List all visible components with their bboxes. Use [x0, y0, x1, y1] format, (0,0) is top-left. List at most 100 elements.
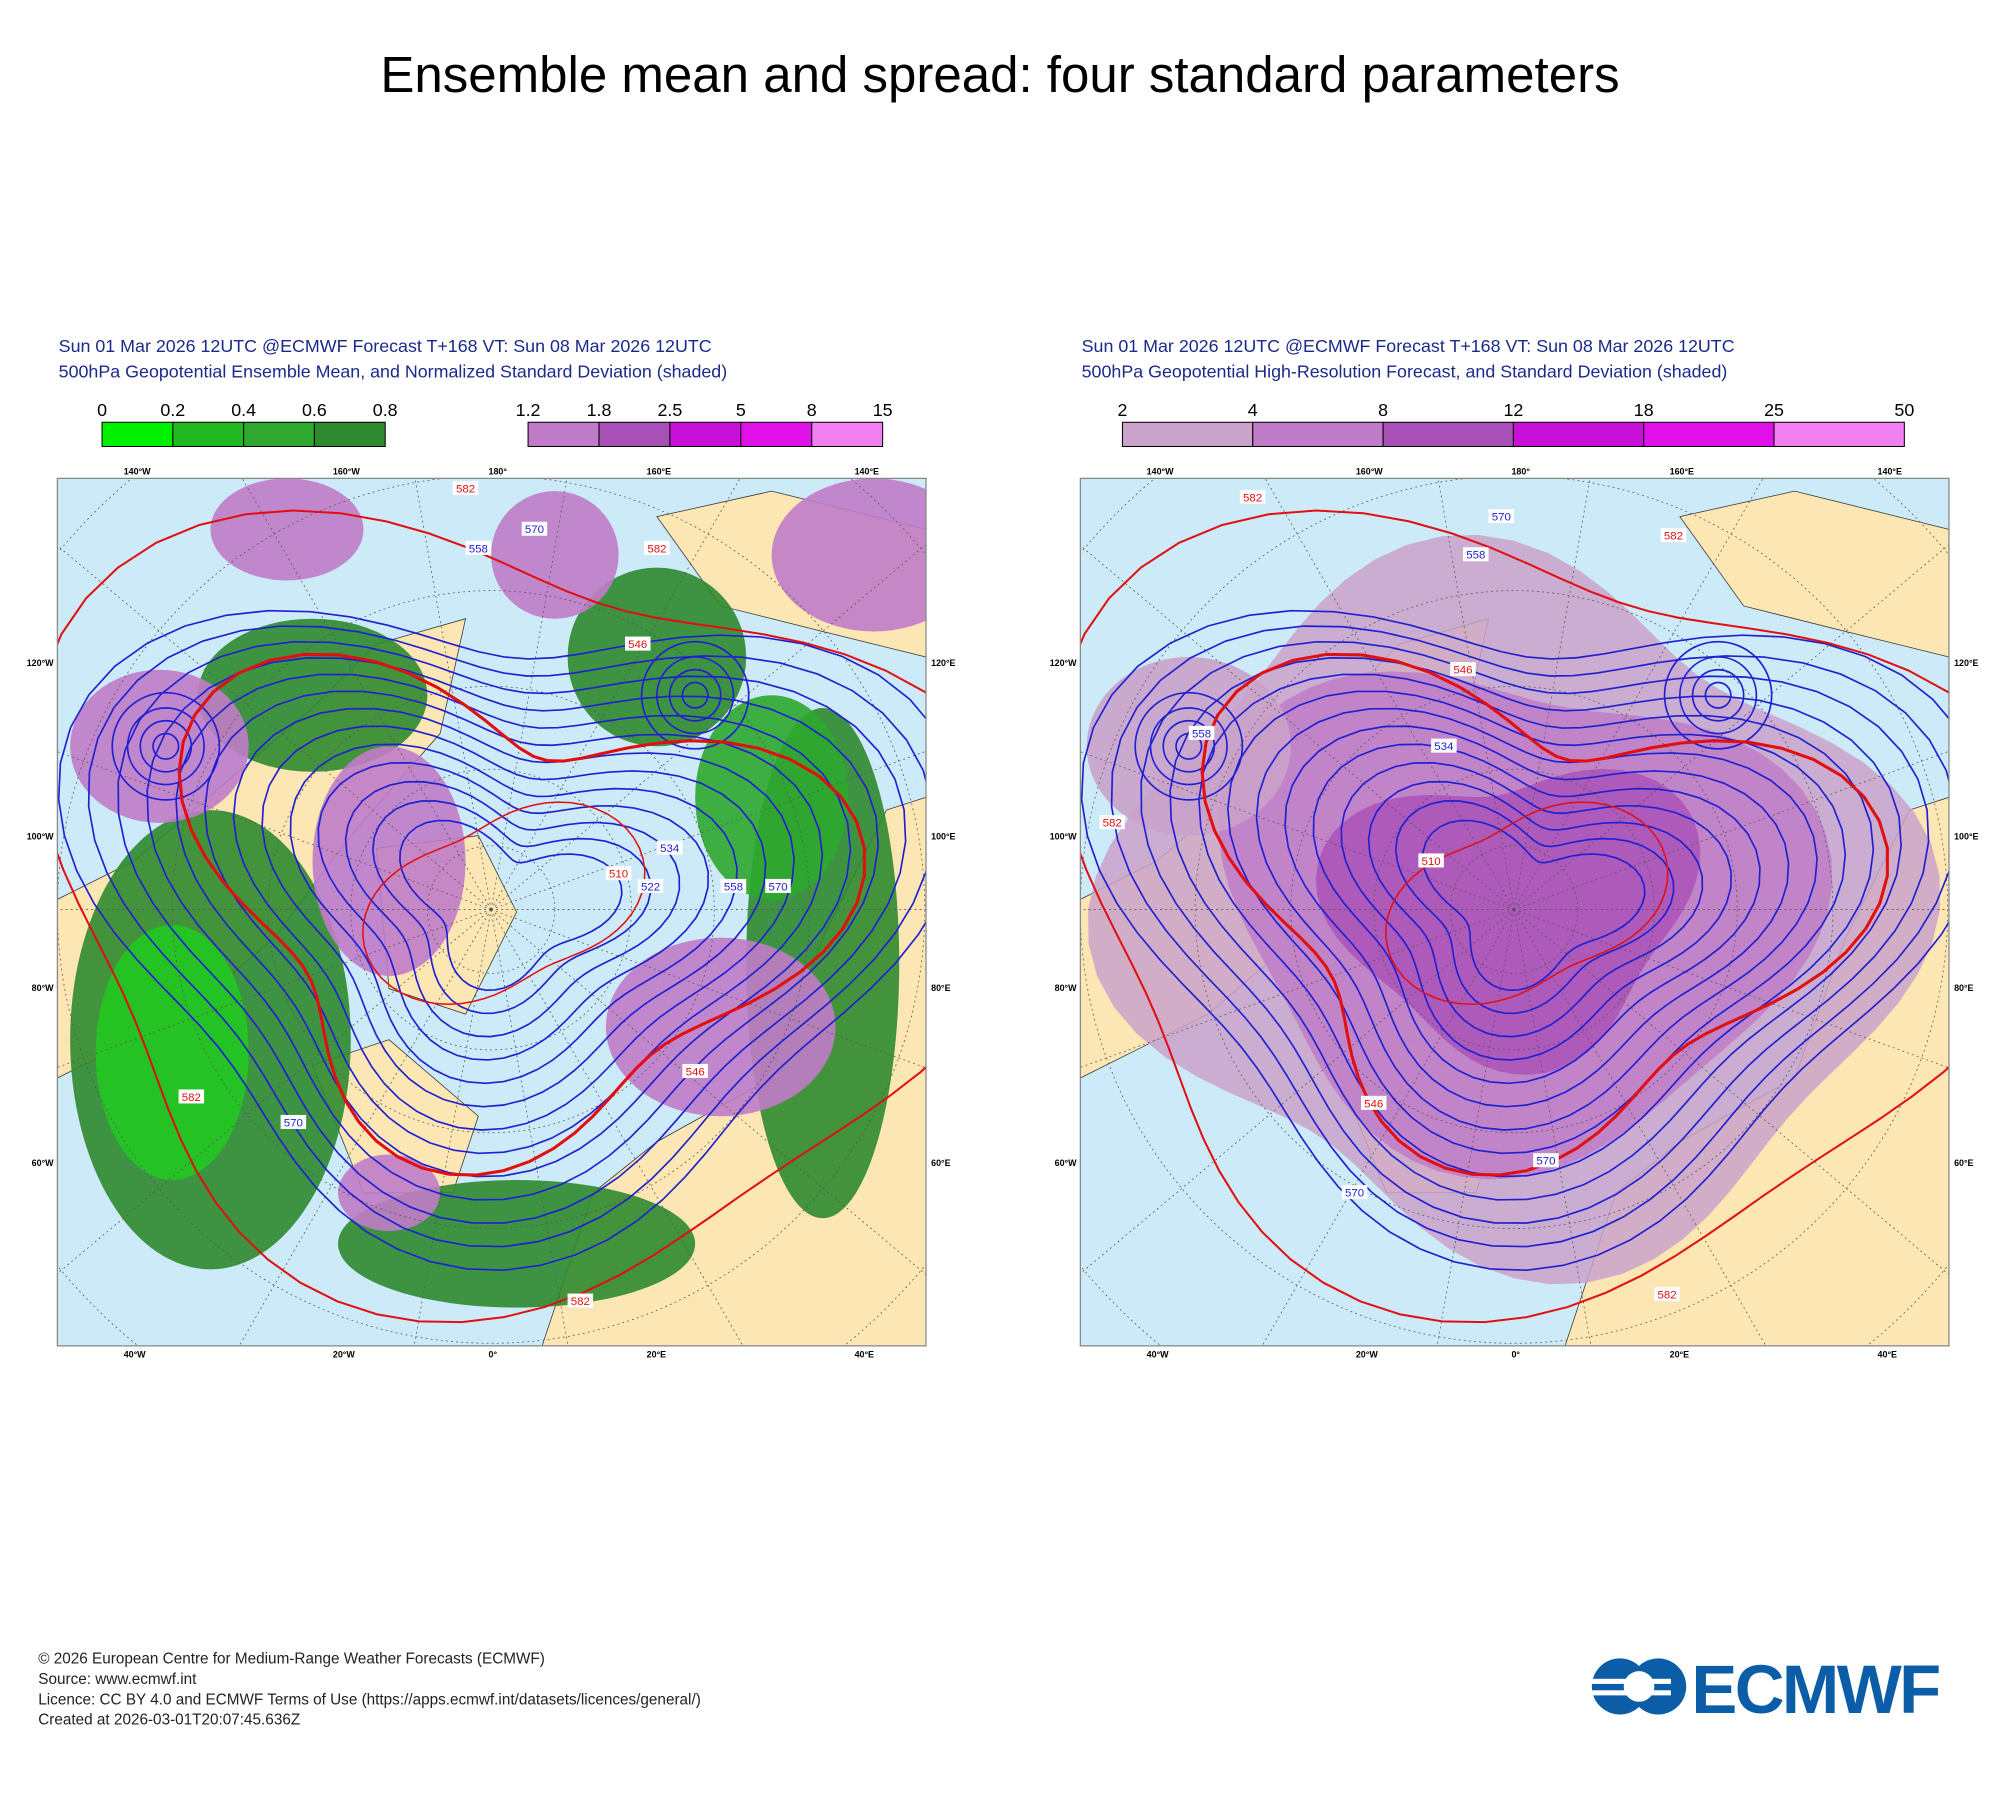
graticule [57, 909, 492, 1068]
logo-text: ECMWF [1691, 1651, 1939, 1728]
lon-label: 60°W [32, 1158, 54, 1168]
contour [146, 657, 880, 1201]
contour-label: 582 [647, 543, 666, 555]
lon-label: 0° [489, 1349, 498, 1359]
contour-label: 570 [284, 1117, 303, 1129]
lon-label: 20°E [647, 1349, 666, 1359]
graticule [1513, 544, 1949, 910]
contour-label-bg [765, 878, 791, 893]
logo-icon [1591, 1690, 1671, 1696]
contour-label: 558 [469, 543, 488, 555]
colorbar-segment [101, 421, 174, 448]
contour-label: 510 [609, 869, 628, 881]
graticule [1513, 909, 1767, 1346]
land [1679, 490, 1949, 658]
panel-header: 500hPa Geopotential High-Resolution Fore… [1082, 362, 1728, 382]
contour-label-bg [1188, 725, 1215, 740]
lon-label: 80°E [1954, 983, 1973, 993]
lon-label: 160°E [1670, 467, 1694, 477]
contour-label-bg [625, 636, 651, 651]
lon-label: 40°W [124, 1349, 146, 1359]
contour-label-bg [280, 1114, 307, 1129]
contour [1312, 743, 1761, 1085]
graticule [1080, 545, 1515, 910]
panel-header: Sun 01 Mar 2026 12UTC @ECMWF Forecast T+… [59, 336, 712, 356]
graticule [267, 685, 715, 1134]
lon-label: 80°W [32, 983, 54, 993]
colorbar-label: 0.4 [231, 400, 256, 420]
contour [1704, 681, 1732, 709]
contour [681, 681, 709, 709]
contour [399, 819, 623, 992]
colorbar-label: 15 [873, 400, 893, 420]
graticule [1513, 478, 1764, 910]
contour-label: 510 [1422, 856, 1441, 868]
contour-label: 582 [1658, 1290, 1677, 1302]
graticule [426, 845, 556, 974]
contour-label-bg [720, 878, 747, 893]
contour [1200, 652, 1889, 1177]
colorbar-label: 1.2 [516, 400, 541, 420]
shading [1315, 768, 1701, 1075]
colorbar-label: 8 [1378, 400, 1388, 420]
lon-label: 100°E [931, 831, 955, 841]
colorbar-segment [811, 421, 884, 448]
graticule [1513, 909, 1592, 1346]
lon-label: 160°W [1356, 467, 1383, 477]
contour-label-bg [644, 540, 670, 555]
graticule [490, 478, 741, 910]
footer-line: © 2026 European Centre for Medium-Range … [38, 1651, 545, 1668]
contour [1679, 656, 1758, 735]
contour [1340, 762, 1732, 1061]
contour-label-bg [1463, 547, 1489, 562]
shading [771, 478, 927, 632]
colorbar-segment [313, 421, 386, 448]
contour-label: 546 [1453, 665, 1472, 677]
contour [1394, 800, 1675, 1015]
lon-label: 60°E [1954, 1158, 1973, 1168]
graticule [1449, 845, 1579, 974]
contour [317, 762, 709, 1061]
panel-header: Sun 01 Mar 2026 12UTC @ECMWF Forecast T+… [1082, 336, 1735, 356]
lon-label: 100°W [27, 831, 54, 841]
lon-label: 20°W [1356, 1349, 1378, 1359]
lon-label: 180° [489, 467, 508, 477]
graticule [1513, 478, 1591, 910]
lon-label: 80°E [931, 983, 950, 993]
shading [491, 491, 619, 619]
contour-label: 570 [768, 881, 787, 893]
graticule [57, 751, 492, 910]
contour-label: 558 [1466, 550, 1485, 562]
colorbar-segment [598, 421, 671, 448]
colorbar-label: 0.6 [302, 400, 327, 420]
graticule [490, 909, 927, 1069]
contour [117, 640, 907, 1224]
contour-label-bg [605, 866, 632, 881]
lon-label: 20°W [333, 1349, 355, 1359]
contour [152, 732, 180, 760]
lon-label: 160°E [647, 467, 671, 477]
map-frame [56, 477, 927, 1347]
contour-label: 534 [1434, 741, 1454, 753]
graticule [1513, 909, 1949, 1276]
graticule [490, 478, 568, 910]
map: 582 570 558 582 546 534 522 510 558 570 546 582 570 5… [57, 478, 927, 1346]
contour-label: 546 [686, 1066, 705, 1078]
contour [640, 640, 750, 750]
contour-label: 522 [641, 881, 660, 893]
shading [210, 478, 364, 581]
colorbar-label: 0.8 [373, 400, 398, 420]
contour [111, 691, 221, 801]
contour-label: 570 [1345, 1188, 1364, 1200]
graticule [171, 590, 811, 1229]
graticule [1194, 590, 1834, 1229]
colorbar-label: 5 [736, 400, 746, 420]
contour [1198, 673, 1875, 1178]
contour-label: 570 [1536, 1156, 1555, 1168]
graticule [1080, 909, 1515, 1068]
lon-label: 120°W [27, 658, 54, 668]
lon-label: 60°E [931, 1158, 950, 1168]
contour-label: 558 [1192, 728, 1211, 740]
footer-line: Created at 2026-03-01T20:07:45.636Z [38, 1712, 300, 1729]
contour [1134, 691, 1244, 801]
